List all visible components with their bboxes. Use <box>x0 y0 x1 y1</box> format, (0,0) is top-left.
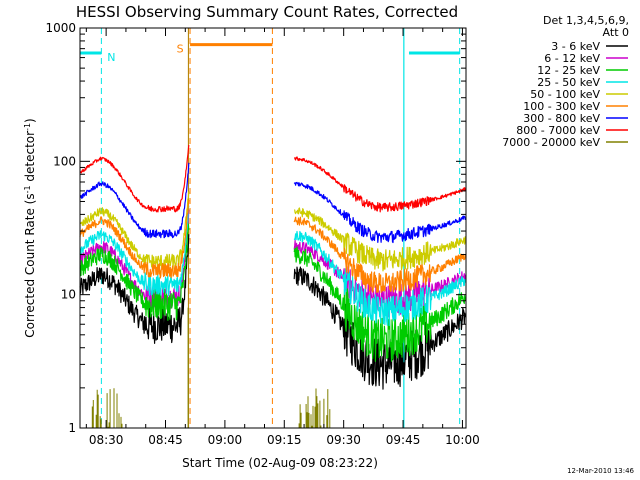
series-800-7000-kev <box>79 144 467 213</box>
x-axis-label: Start Time (02-Aug-09 08:23:22) <box>182 456 378 470</box>
x-tick-label-4: 09:30 <box>326 433 361 447</box>
y-axis-label-main: Corrected Count Rate (s <box>23 193 37 337</box>
series-25-50-kev <box>79 204 467 327</box>
x-tick-label-1: 08:45 <box>148 433 183 447</box>
legend-label-100-300-kev: 100 - 300 keV <box>523 100 600 113</box>
instrument-markers: NS <box>80 28 461 428</box>
legend-label-3-6-kev: 3 - 6 keV <box>551 40 600 53</box>
series-7000-20000-kev <box>91 307 331 428</box>
legend-label-300-800-kev: 300 - 800 keV <box>523 112 600 125</box>
series-300-800-kev <box>79 162 466 244</box>
chart-title: HESSI Observing Summary Count Rates, Cor… <box>76 3 458 21</box>
y-axis-label-sup1: -1 <box>23 185 32 193</box>
x-axis: 08:30 08:45 09:00 09:15 09:30 09:45 10:00 <box>85 28 480 447</box>
series-12-25-kev <box>79 223 467 362</box>
series-3-6-kev <box>79 234 467 390</box>
marker-label-1: S <box>177 43 184 56</box>
legend-label-25-50-kev: 25 - 50 keV <box>537 76 600 89</box>
series-50-100-kev <box>79 191 467 272</box>
legend-label-800-7000-kev: 800 - 7000 keV <box>516 124 600 137</box>
series-100-300-kev <box>79 199 467 294</box>
legend-header-2: Att 0 <box>603 26 629 39</box>
x-tick-label-3: 09:15 <box>267 433 302 447</box>
x-tick-label-6: 10:00 <box>445 433 480 447</box>
legend-label-6-12-kev: 6 - 12 keV <box>544 52 600 65</box>
legend-header-1: Det 1,3,4,5,6,9, <box>543 14 629 27</box>
y-tick-label-0: 1 <box>68 421 76 435</box>
marker-label-0: N <box>107 51 115 64</box>
footer-timestamp: 12-Mar-2010 13:46 <box>567 467 634 475</box>
legend-label-50-100-kev: 50 - 100 keV <box>530 88 600 101</box>
x-tick-label-0: 08:30 <box>89 433 124 447</box>
legend-label-12-25-kev: 12 - 25 keV <box>537 64 600 77</box>
y-axis-label-end: ) <box>23 118 37 123</box>
y-tick-label-3: 1000 <box>45 21 76 35</box>
legend-label-7000-20000-kev: 7000 - 20000 keV <box>502 136 600 149</box>
x-tick-label-5: 09:45 <box>386 433 421 447</box>
y-tick-label-2: 100 <box>53 154 76 168</box>
series-group <box>79 144 467 428</box>
y-axis-label-sup2: -1 <box>23 123 32 131</box>
x-tick-label-2: 09:00 <box>208 433 243 447</box>
y-axis-label-mid: detector <box>23 131 37 186</box>
y-axis: 1 10 100 1000 <box>45 21 466 435</box>
plot-frame <box>79 27 467 429</box>
y-tick-label-1: 10 <box>61 288 76 302</box>
y-axis-label: Corrected Count Rate (s-1 detector-1) <box>23 118 38 337</box>
